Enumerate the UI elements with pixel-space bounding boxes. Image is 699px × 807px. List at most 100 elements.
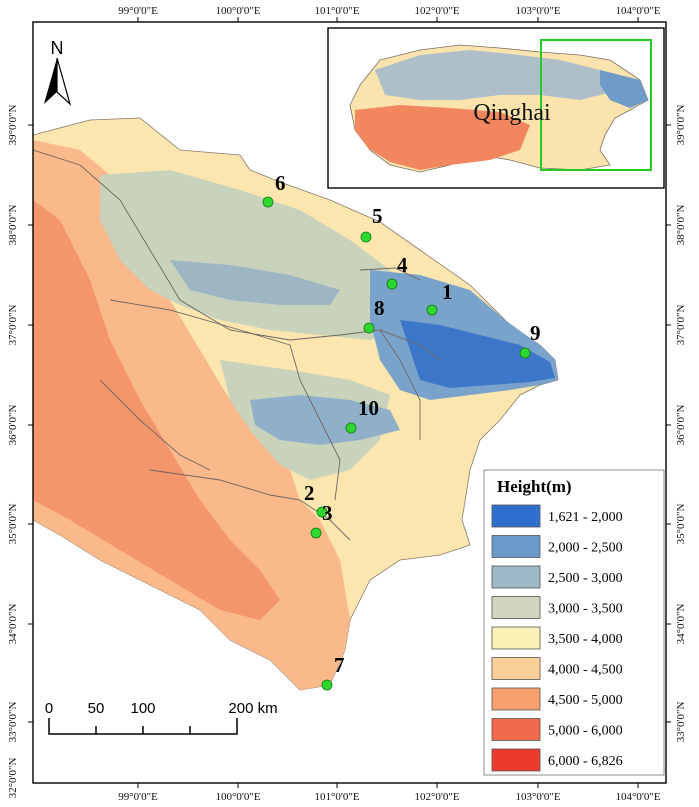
bottom-tick-label: 100°0'0"E xyxy=(215,791,260,803)
top-tick-label: 101°0'0"E xyxy=(314,5,359,17)
region-plateau xyxy=(100,170,420,340)
qinghai-relief-map xyxy=(33,117,559,691)
legend-item: 3,500 - 4,000 xyxy=(491,626,623,650)
right-tick-label: 37°0'0"N xyxy=(675,305,687,346)
site-10: 10 xyxy=(345,396,379,434)
top-tick-label: 104°0'0"E xyxy=(615,5,660,17)
site-label: 7 xyxy=(334,653,345,677)
legend-swatch xyxy=(491,687,541,711)
legend-item: 1,621 - 2,000 xyxy=(491,504,623,528)
site-3: 3 xyxy=(310,501,333,539)
site-label: 3 xyxy=(322,501,333,525)
top-tick-label: 102°0'0"E xyxy=(414,5,459,17)
north-label: N xyxy=(51,38,64,58)
site-9: 9 xyxy=(519,321,541,359)
legend-swatch xyxy=(491,504,541,528)
legend-item: 6,000 - 6,826 xyxy=(491,748,623,772)
legend-item: 2,500 - 3,000 xyxy=(491,565,623,589)
right-tick-label: 35°0'0"N xyxy=(675,504,687,545)
site-label: 9 xyxy=(530,321,541,345)
legend-swatch xyxy=(491,657,541,680)
left-tick-label: 38°0'0"N xyxy=(7,205,19,246)
site-label: 1 xyxy=(442,280,453,304)
legend-item: 4,000 - 4,500 xyxy=(491,657,623,680)
legend-item: 3,000 - 3,500 xyxy=(491,596,623,619)
north-arrow-icon: N xyxy=(44,38,72,106)
legend-swatch xyxy=(491,718,541,741)
legend-label: 4,500 - 5,000 xyxy=(548,693,623,708)
legend-item: 2,000 - 2,500 xyxy=(491,535,623,558)
region-basin xyxy=(170,260,340,305)
left-tick-label: 34°0'0"N xyxy=(7,604,19,645)
legend-label: 3,000 - 3,500 xyxy=(548,602,623,617)
site-label: 2 xyxy=(304,481,315,505)
scale-bar: 0 50 100 200 km xyxy=(45,700,278,735)
site-5: 5 xyxy=(360,204,383,243)
legend-label: 1,621 - 2,000 xyxy=(548,510,623,525)
legend-item: 5,000 - 6,000 xyxy=(491,718,623,741)
right-tick-label: 33°0'0"N xyxy=(675,702,687,743)
bottom-tick-label: 102°0'0"E xyxy=(414,791,459,803)
bottom-tick-label: 99°0'0"E xyxy=(118,791,158,803)
graticule-ticks xyxy=(28,17,671,788)
legend-swatch xyxy=(491,626,541,650)
region-river-valley xyxy=(250,395,400,445)
left-tick-label: 32°0'0"N xyxy=(7,758,19,799)
site-6: 6 xyxy=(262,171,286,208)
site-8: 8 xyxy=(363,296,385,334)
legend-label: 3,500 - 4,000 xyxy=(548,632,623,647)
inset-study-area-box xyxy=(540,39,652,171)
left-tick-label: 33°0'0"N xyxy=(7,702,19,743)
site-1: 1 xyxy=(426,280,453,316)
scale-label: 0 xyxy=(45,700,53,717)
legend-swatch xyxy=(491,596,541,619)
bottom-tick-label: 104°0'0"E xyxy=(615,791,660,803)
legend-label: 6,000 - 6,826 xyxy=(548,754,623,769)
left-tick-label: 36°0'0"N xyxy=(7,405,19,446)
right-tick-label: 39°0'0"N xyxy=(675,105,687,146)
bottom-tick-label: 101°0'0"E xyxy=(314,791,359,803)
admin-boundaries xyxy=(33,149,441,541)
legend: Height(m) 1,621 - 2,000 2,000 - 2,500 2,50… xyxy=(483,469,665,776)
legend-item: 4,500 - 5,000 xyxy=(491,687,623,711)
top-tick-label: 99°0'0"E xyxy=(118,5,158,17)
scale-label: 200 km xyxy=(228,700,277,717)
scale-bar-line xyxy=(48,718,238,735)
legend-label: 4,000 - 4,500 xyxy=(548,663,623,678)
site-4: 4 xyxy=(386,253,408,290)
inset-region-plateau xyxy=(375,50,620,100)
site-label: 4 xyxy=(397,253,408,277)
top-tick-label: 103°0'0"E xyxy=(515,5,560,17)
site-label: 8 xyxy=(374,296,385,320)
legend-label: 2,000 - 2,500 xyxy=(548,541,623,556)
right-tick-label: 34°0'0"N xyxy=(675,604,687,645)
scale-label: 100 xyxy=(130,700,155,717)
site-7: 7 xyxy=(321,653,345,691)
legend-swatch xyxy=(491,748,541,772)
scale-label: 50 xyxy=(88,700,105,717)
left-tick-label: 35°0'0"N xyxy=(7,504,19,545)
inset-map: Qinghai xyxy=(327,27,665,189)
site-label: 10 xyxy=(358,396,379,420)
inset-region-east xyxy=(600,70,648,108)
region-high-west xyxy=(33,140,350,690)
bottom-tick-label: 103°0'0"E xyxy=(515,791,560,803)
legend-items: 1,621 - 2,000 2,000 - 2,500 2,500 - 3,000 3… xyxy=(491,504,623,772)
right-tick-label: 36°0'0"N xyxy=(675,405,687,446)
map-frame xyxy=(32,21,667,784)
site-label: 6 xyxy=(275,171,286,195)
legend-title: Height(m) xyxy=(497,477,572,496)
region-highest-west xyxy=(33,200,280,620)
top-tick-label: 100°0'0"E xyxy=(215,5,260,17)
inset-region-south xyxy=(355,105,530,170)
left-tick-label: 37°0'0"N xyxy=(7,305,19,346)
inset-label-qinghai: Qinghai xyxy=(473,100,551,126)
site-label: 5 xyxy=(372,204,383,228)
right-tick-label: 38°0'0"N xyxy=(675,205,687,246)
region-lowest-east xyxy=(400,320,555,388)
site-2: 2 xyxy=(304,481,328,518)
legend-label: 5,000 - 6,000 xyxy=(548,724,623,739)
sample-sites: 1 2 3 4 5 6 7 8 xyxy=(262,171,541,691)
left-tick-label: 39°0'0"N xyxy=(7,105,19,146)
